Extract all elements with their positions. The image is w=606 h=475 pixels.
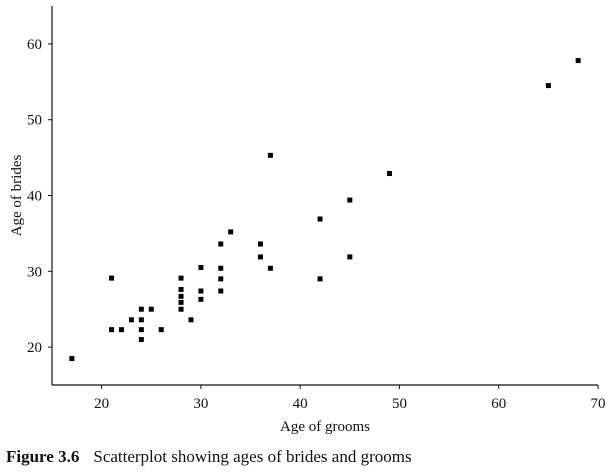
data-point <box>267 152 273 158</box>
y-tick-label: 30 <box>27 264 42 280</box>
data-point <box>387 171 393 177</box>
data-point <box>138 327 144 333</box>
x-tick-label: 20 <box>94 396 109 412</box>
data-point <box>138 337 144 343</box>
data-point <box>198 265 204 271</box>
figure-caption-text: Scatterplot showing ages of brides and g… <box>93 447 412 466</box>
data-point <box>138 306 144 312</box>
axes <box>51 6 598 386</box>
data-point <box>347 254 353 260</box>
data-points <box>69 58 581 361</box>
data-point <box>158 327 164 333</box>
data-point <box>575 58 581 64</box>
data-point <box>218 241 224 247</box>
data-point <box>198 296 204 302</box>
x-tick-label: 30 <box>193 396 208 412</box>
data-point <box>218 288 224 294</box>
data-point <box>218 265 224 271</box>
data-point <box>317 276 323 282</box>
data-point <box>218 276 224 282</box>
data-point <box>178 286 184 292</box>
data-point <box>257 241 263 247</box>
y-tick-label: 50 <box>27 113 42 129</box>
data-point <box>118 327 124 333</box>
data-point <box>257 254 263 260</box>
data-point <box>178 293 184 299</box>
data-point <box>138 317 144 323</box>
scatter-chart: 20 30 40 50 60 70 20 30 40 50 60 Age of grooms Age… <box>9 6 606 435</box>
data-point <box>109 275 115 281</box>
figure-caption: Figure 3.6 Scatterplot showing ages of br… <box>6 447 412 467</box>
x-tick-label: 40 <box>293 396 308 412</box>
data-point <box>148 306 154 312</box>
ticks: 20 30 40 50 60 70 20 30 40 50 60 <box>27 37 606 412</box>
data-point <box>545 83 551 89</box>
x-tick-label: 60 <box>491 396 506 412</box>
y-axis-label: Age of brides <box>9 155 25 237</box>
data-point <box>317 216 323 222</box>
y-tick-label: 40 <box>27 189 42 205</box>
data-point <box>178 306 184 312</box>
y-tick-label: 60 <box>27 37 42 53</box>
data-point <box>347 197 353 203</box>
x-tick-label: 50 <box>392 396 407 412</box>
data-point <box>109 327 115 333</box>
data-point <box>69 355 75 361</box>
data-point <box>128 317 134 323</box>
data-point <box>188 317 194 323</box>
data-point <box>178 299 184 305</box>
y-tick-label: 20 <box>27 340 42 356</box>
data-point <box>178 275 184 281</box>
figure-number: Figure 3.6 <box>6 447 80 466</box>
x-axis-label: Age of grooms <box>280 419 370 435</box>
data-point <box>198 288 204 294</box>
data-point <box>267 265 273 271</box>
data-point <box>228 229 234 235</box>
x-tick-label: 70 <box>591 396 606 412</box>
